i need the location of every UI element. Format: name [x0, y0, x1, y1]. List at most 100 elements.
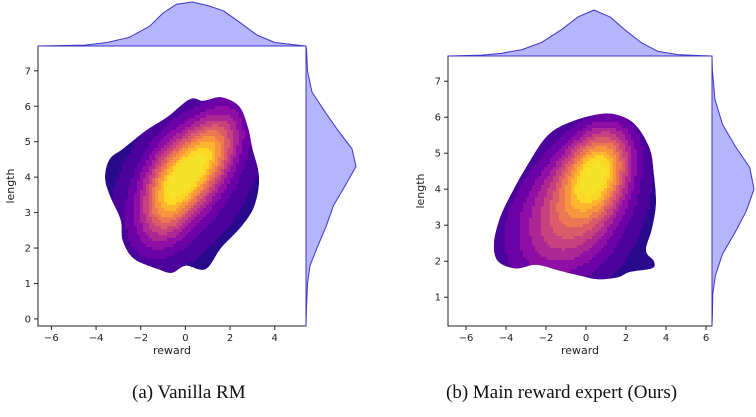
density-cell	[206, 118, 210, 122]
density-cell	[607, 257, 611, 261]
density-cell	[227, 91, 231, 95]
density-cell	[245, 169, 249, 173]
density-cell	[496, 254, 500, 258]
density-cell	[601, 212, 605, 216]
density-cell	[113, 235, 117, 239]
density-cell	[622, 158, 626, 162]
density-cell	[194, 199, 198, 203]
density-cell	[206, 106, 210, 110]
density-cell	[505, 242, 509, 246]
density-cell	[170, 223, 174, 227]
density-cell	[505, 260, 509, 264]
density-cell	[221, 199, 225, 203]
density-cell	[508, 176, 512, 180]
density-cell	[517, 161, 521, 165]
density-cell	[496, 272, 500, 276]
density-cell	[613, 248, 617, 252]
density-cell	[221, 136, 225, 140]
density-cell	[137, 235, 141, 239]
density-cell	[191, 184, 195, 188]
density-cell	[233, 115, 237, 119]
density-cell	[182, 178, 186, 182]
density-cell	[610, 122, 614, 126]
density-cell	[571, 227, 575, 231]
density-cell	[158, 190, 162, 194]
density-cell	[586, 167, 590, 171]
density-cell	[487, 218, 491, 222]
density-cell	[128, 229, 132, 233]
density-cell	[239, 97, 243, 101]
density-cell	[502, 263, 506, 267]
density-cell	[233, 187, 237, 191]
density-cell	[158, 208, 162, 212]
density-cell	[128, 178, 132, 182]
density-cell	[209, 196, 213, 200]
density-cell	[499, 230, 503, 234]
density-cell	[176, 118, 180, 122]
density-cell	[532, 272, 536, 276]
density-cell	[176, 190, 180, 194]
density-cell	[526, 284, 530, 288]
density-cell	[203, 133, 207, 137]
density-cell	[577, 122, 581, 126]
density-cell	[188, 178, 192, 182]
density-cell	[230, 157, 234, 161]
density-cell	[592, 254, 596, 258]
density-cell	[179, 262, 183, 266]
density-cell	[562, 245, 566, 249]
density-cell	[209, 154, 213, 158]
density-cell	[236, 205, 240, 209]
density-cell	[511, 191, 515, 195]
density-cell	[227, 106, 231, 110]
density-cell	[140, 232, 144, 236]
density-cell	[215, 85, 219, 89]
density-cell	[514, 179, 518, 183]
density-cell	[559, 242, 563, 246]
density-cell	[613, 206, 617, 210]
density-cell	[589, 155, 593, 159]
density-cell	[176, 136, 180, 140]
density-cell	[505, 275, 509, 279]
density-cell	[583, 194, 587, 198]
density-cell	[550, 305, 554, 309]
density-cell	[493, 200, 497, 204]
density-cell	[601, 278, 605, 280]
density-cell	[595, 212, 599, 216]
density-cell	[598, 173, 602, 177]
density-cell	[128, 166, 132, 170]
density-cell	[526, 215, 530, 219]
density-cell	[604, 167, 608, 171]
density-cell	[233, 211, 237, 215]
density-cell	[535, 167, 539, 171]
density-cell	[508, 260, 512, 264]
density-cell	[598, 200, 602, 204]
density-cell	[212, 154, 216, 158]
density-cell	[224, 142, 228, 146]
density-cell	[613, 188, 617, 192]
density-cell	[197, 202, 201, 206]
density-cell	[505, 182, 509, 186]
density-cell	[604, 128, 608, 132]
density-cell	[526, 242, 530, 246]
density-cell	[538, 230, 542, 234]
density-cell	[520, 161, 524, 165]
density-cell	[592, 212, 596, 216]
density-cell	[227, 223, 231, 227]
density-cell	[589, 242, 593, 246]
density-cell	[218, 151, 222, 155]
density-cell	[619, 182, 623, 186]
density-cell	[616, 236, 620, 240]
density-cell	[206, 199, 210, 203]
density-cell	[502, 284, 506, 288]
density-cell	[499, 266, 503, 270]
density-cell	[200, 217, 204, 221]
density-cell	[137, 250, 141, 254]
density-cell	[562, 251, 566, 255]
density-cell	[158, 214, 162, 218]
density-cell	[185, 169, 189, 173]
density-cell	[544, 254, 548, 258]
density-cell	[257, 151, 260, 155]
density-cell	[532, 254, 536, 258]
density-cell	[128, 193, 132, 197]
density-cell	[565, 161, 569, 165]
